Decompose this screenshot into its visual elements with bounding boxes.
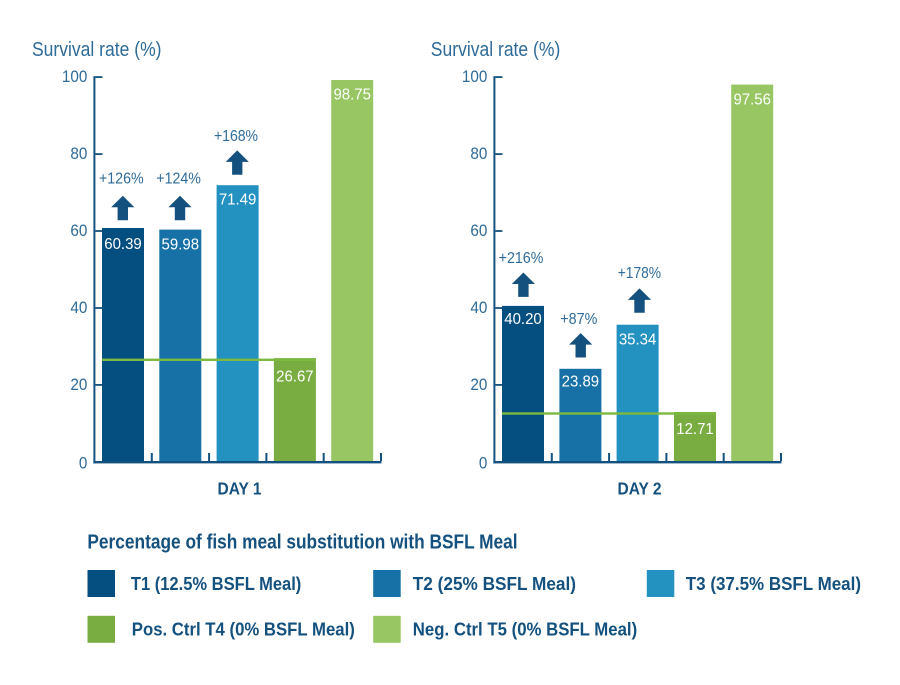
- svg-text:80: 80: [470, 144, 487, 163]
- svg-text:40: 40: [470, 298, 487, 317]
- svg-text:60: 60: [70, 221, 87, 240]
- svg-text:35.34: 35.34: [619, 332, 657, 349]
- svg-text:26.67: 26.67: [276, 369, 314, 386]
- svg-text:DAY 2: DAY 2: [618, 479, 662, 499]
- svg-text:Percentage of fish meal substi: Percentage of fish meal substitution wit…: [87, 532, 517, 554]
- svg-text:DAY 1: DAY 1: [218, 479, 262, 499]
- svg-text:40: 40: [70, 298, 87, 317]
- svg-text:+87%: +87%: [560, 311, 597, 328]
- svg-text:+178%: +178%: [618, 265, 661, 282]
- svg-text:+124%: +124%: [156, 171, 201, 188]
- svg-text:12.71: 12.71: [676, 421, 714, 438]
- svg-text:60: 60: [470, 221, 487, 240]
- svg-text:T2 (25% BSFL Meal): T2 (25% BSFL Meal): [413, 574, 576, 594]
- svg-text:Survival rate (%): Survival rate (%): [431, 38, 561, 61]
- svg-text:60.39: 60.39: [104, 236, 142, 253]
- svg-text:80: 80: [70, 144, 87, 163]
- svg-text:20: 20: [470, 375, 487, 394]
- svg-text:Survival rate (%): Survival rate (%): [32, 38, 162, 61]
- svg-text:0: 0: [79, 453, 88, 472]
- svg-text:+168%: +168%: [214, 128, 258, 145]
- svg-text:59.98: 59.98: [162, 236, 200, 253]
- svg-text:Pos. Ctrl T4 (0% BSFL Meal): Pos. Ctrl T4 (0% BSFL Meal): [132, 620, 355, 640]
- svg-text:+216%: +216%: [499, 250, 544, 267]
- svg-text:T1 (12.5% BSFL Meal): T1 (12.5% BSFL Meal): [131, 574, 301, 594]
- svg-text:T3 (37.5% BSFL Meal): T3 (37.5% BSFL Meal): [686, 574, 861, 594]
- svg-text:0: 0: [479, 453, 488, 472]
- svg-text:23.89: 23.89: [562, 374, 600, 391]
- svg-text:20: 20: [70, 375, 87, 394]
- svg-text:100: 100: [462, 67, 488, 86]
- svg-text:97.56: 97.56: [733, 92, 771, 109]
- svg-text:40.20: 40.20: [504, 311, 542, 328]
- svg-text:100: 100: [62, 67, 88, 86]
- svg-text:+126%: +126%: [99, 171, 144, 188]
- svg-text:71.49: 71.49: [219, 192, 257, 209]
- svg-text:Neg. Ctrl T5 (0% BSFL Meal): Neg. Ctrl T5 (0% BSFL Meal): [413, 620, 637, 640]
- svg-text:98.75: 98.75: [333, 87, 371, 104]
